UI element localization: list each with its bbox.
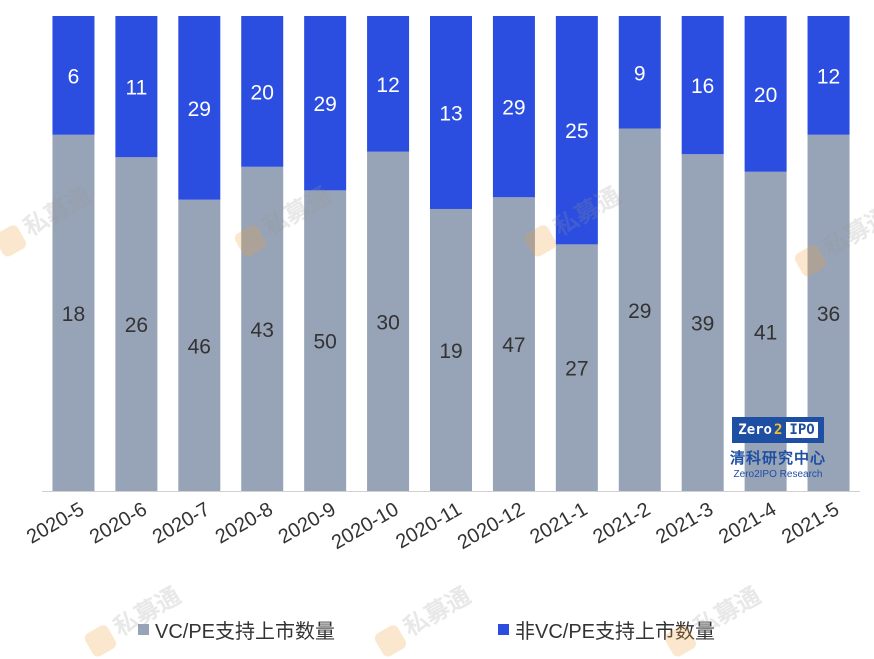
data-label-vcpe-2021-5: 36 (817, 303, 840, 326)
legend-item-vcpe: VC/PE支持上市数量 (138, 615, 335, 644)
bar-vcpe-2020-11 (430, 208, 472, 491)
bar-non-vcpe-2020-8 (241, 16, 284, 167)
data-label-non-vcpe-2020-11: 13 (439, 102, 462, 125)
data-label-non-vcpe-2021-1: 25 (565, 120, 588, 143)
bar-non-vcpe-2020-7 (178, 16, 221, 200)
bar-non-vcpe-2020-6 (115, 16, 158, 158)
bar-vcpe-2020-10 (367, 151, 410, 491)
bar-non-vcpe-2021-2 (618, 16, 661, 129)
bar-vcpe-2021-1 (555, 244, 598, 491)
data-label-non-vcpe-2020-10: 12 (376, 74, 399, 97)
data-label-vcpe-2021-1: 27 (565, 358, 588, 381)
data-label-vcpe-2021-4: 41 (754, 321, 777, 344)
bar-non-vcpe-2021-4 (744, 16, 787, 172)
bar-vcpe-2020-6 (115, 157, 158, 491)
bar-non-vcpe-2020-11 (430, 16, 472, 209)
data-label-vcpe-2020-9: 50 (313, 331, 336, 354)
data-label-vcpe-2021-2: 29 (628, 300, 651, 323)
x-tick-label-2020-7: 2020-7 (149, 498, 214, 548)
data-label-non-vcpe-2021-4: 20 (754, 84, 777, 107)
bar-vcpe-2020-12 (492, 197, 535, 491)
legend-item-non-vcpe: 非VC/PE支持上市数量 (498, 615, 715, 644)
x-tick-label-2020-5: 2020-5 (23, 498, 88, 548)
logo-mark: Zero 2 IPO (732, 417, 824, 443)
logo-en-text: Zero2IPO Research (733, 469, 823, 480)
bar-vcpe-2020-7 (178, 199, 221, 491)
x-tick-label-2020-8: 2020-8 (212, 498, 277, 548)
logo-ipo: IPO (786, 422, 818, 438)
bar-vcpe-2020-5 (52, 134, 95, 491)
data-label-vcpe-2020-8: 43 (251, 319, 274, 342)
legend: VC/PE支持上市数量 非VC/PE支持上市数量 (0, 614, 874, 644)
logo-cn-text: 清科研究中心 (729, 450, 826, 467)
legend-swatch-non-vcpe (498, 623, 509, 635)
x-tick-label-2020-11: 2020-11 (392, 498, 465, 553)
data-label-non-vcpe-2021-2: 9 (634, 62, 646, 85)
data-label-vcpe-2020-12: 47 (502, 334, 525, 357)
x-tick-label-2020-12: 2020-12 (454, 498, 529, 554)
data-label-vcpe-2020-5: 18 (62, 303, 85, 326)
x-tick-label-2021-1: 2021-1 (526, 498, 591, 548)
x-tick-label-2021-3: 2021-3 (652, 498, 717, 548)
bar-vcpe-2020-9 (304, 190, 347, 491)
data-label-non-vcpe-2020-5: 6 (68, 65, 80, 88)
data-label-non-vcpe-2021-5: 12 (817, 65, 840, 88)
data-label-non-vcpe-2021-3: 16 (691, 75, 714, 98)
zero2ipo-logo: Zero 2 IPO 清科研究中心 Zero2IPO Research (726, 417, 830, 480)
data-label-vcpe-2020-6: 26 (125, 314, 148, 337)
logo-zero: Zero (738, 422, 772, 438)
bar-non-vcpe-2020-5 (52, 16, 95, 135)
data-label-vcpe-2020-10: 30 (376, 311, 399, 334)
x-tick-label-2020-10: 2020-10 (328, 498, 403, 554)
bar-vcpe-2021-2 (618, 128, 661, 491)
bar-non-vcpe-2020-10 (367, 16, 410, 152)
bar-non-vcpe-2020-12 (492, 16, 535, 198)
data-label-vcpe-2021-3: 39 (691, 313, 714, 336)
legend-label-vcpe: VC/PE支持上市数量 (155, 620, 336, 643)
logo-two: 2 (773, 422, 783, 438)
x-tick-label-2020-9: 2020-9 (275, 498, 340, 548)
x-tick-label-2020-6: 2020-6 (86, 498, 151, 548)
data-label-vcpe-2020-7: 46 (188, 335, 211, 358)
data-label-non-vcpe-2020-8: 20 (251, 81, 274, 104)
bar-vcpe-2021-3 (681, 154, 724, 491)
bar-non-vcpe-2021-1 (555, 16, 598, 245)
data-label-non-vcpe-2020-7: 29 (188, 98, 211, 121)
data-label-vcpe-2020-11: 19 (439, 340, 462, 363)
legend-swatch-vcpe (138, 623, 149, 635)
x-tick-label-2021-2: 2021-2 (589, 498, 654, 548)
bar-non-vcpe-2021-5 (807, 16, 850, 135)
bar-vcpe-2020-8 (241, 166, 284, 492)
legend-label-non-vcpe: 非VC/PE支持上市数量 (515, 620, 716, 643)
bar-non-vcpe-2020-9 (304, 16, 347, 191)
bar-non-vcpe-2021-3 (681, 16, 724, 155)
x-tick-label-2021-5: 2021-5 (778, 498, 843, 548)
x-tick-label-2021-4: 2021-4 (715, 498, 780, 548)
data-label-non-vcpe-2020-6: 11 (125, 77, 147, 100)
data-label-non-vcpe-2020-9: 29 (313, 93, 336, 116)
data-label-non-vcpe-2020-12: 29 (502, 97, 525, 120)
